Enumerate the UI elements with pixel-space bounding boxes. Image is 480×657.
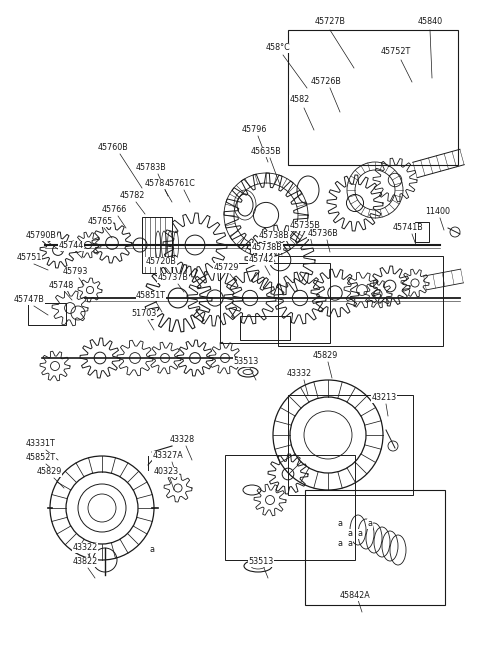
Text: 53513: 53513 (233, 357, 259, 367)
Bar (142, 217, 172, 273)
Text: 45735B: 45735B (289, 221, 321, 231)
Bar (28, 303, 66, 325)
Text: 45748: 45748 (48, 281, 73, 290)
Text: 43328: 43328 (169, 436, 194, 445)
Text: a: a (368, 520, 372, 528)
Text: 45744: 45744 (59, 242, 84, 250)
Text: 458°C: 458°C (265, 43, 290, 53)
Text: 11400: 11400 (425, 208, 451, 217)
Text: 45793: 45793 (62, 267, 88, 277)
Text: 45761C: 45761C (165, 179, 195, 189)
Text: 45742: 45742 (248, 256, 274, 265)
Text: 45760B: 45760B (97, 143, 128, 152)
Text: 45738B: 45738B (259, 231, 289, 240)
Text: 45765: 45765 (87, 217, 113, 227)
Text: 43327A: 43327A (153, 451, 183, 461)
Text: 45729: 45729 (213, 263, 239, 273)
Text: 51703: 51703 (132, 309, 156, 319)
Text: 45842A: 45842A (340, 591, 371, 600)
Text: 45766: 45766 (101, 206, 127, 214)
Text: 53513: 53513 (248, 558, 274, 566)
Text: 45829: 45829 (36, 468, 62, 476)
Text: a: a (149, 545, 155, 555)
Text: a: a (358, 530, 362, 539)
Bar (288, 395, 413, 495)
Text: 45720B: 45720B (145, 258, 177, 267)
Text: 45783B: 45783B (136, 164, 167, 173)
Text: 45851T: 45851T (136, 292, 166, 300)
Text: 45796: 45796 (241, 125, 267, 135)
Text: 45747B: 45747B (13, 296, 45, 304)
Text: a: a (348, 539, 352, 549)
Text: 43322: 43322 (72, 543, 97, 553)
Text: 45840: 45840 (418, 18, 443, 26)
Bar (305, 490, 445, 605)
Text: 45635B: 45635B (251, 148, 281, 156)
Text: a: a (337, 520, 343, 528)
Text: 43332: 43332 (287, 369, 312, 378)
Text: 45737B: 45737B (157, 273, 189, 283)
Bar (240, 316, 290, 340)
Text: 45790B: 45790B (25, 231, 57, 240)
Text: 45727B: 45727B (314, 18, 346, 26)
Bar (415, 222, 429, 242)
Text: a: a (348, 530, 352, 539)
Text: 40323: 40323 (154, 468, 179, 476)
Text: 45829: 45829 (312, 351, 338, 361)
Bar (278, 256, 443, 346)
Bar (225, 455, 355, 560)
Text: 43331T: 43331T (26, 440, 56, 449)
Text: 45752T: 45752T (381, 47, 411, 57)
Text: 43822: 43822 (72, 558, 97, 566)
Text: 45741B: 45741B (393, 223, 423, 233)
Text: 4582: 4582 (290, 95, 310, 104)
Bar (220, 263, 330, 343)
Text: 45736B: 45736B (308, 229, 338, 238)
Text: 45782: 45782 (120, 191, 144, 200)
Text: 43213: 43213 (372, 394, 396, 403)
Text: 45726B: 45726B (311, 78, 341, 87)
Text: a: a (337, 539, 343, 549)
Text: 45751: 45751 (16, 254, 42, 263)
Text: 45852T: 45852T (26, 453, 56, 463)
Bar (288, 30, 458, 165)
Text: 45738B: 45738B (252, 244, 282, 252)
Text: 45781B: 45781B (144, 179, 175, 189)
